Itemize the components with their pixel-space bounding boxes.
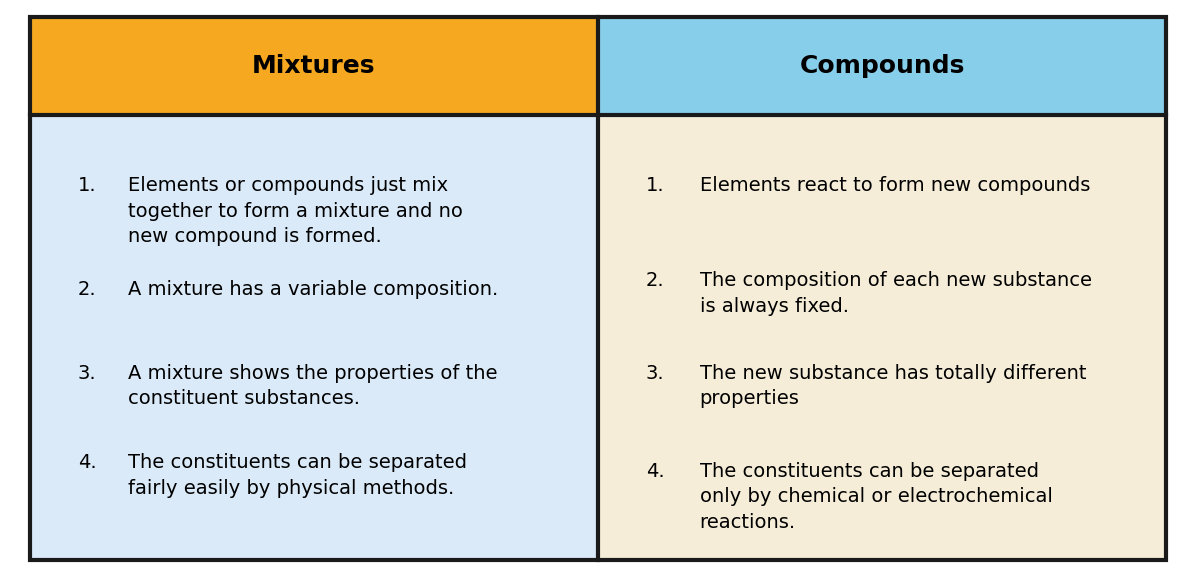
Bar [30, 115, 598, 560]
Text: 1.: 1. [78, 176, 97, 195]
Text: Elements react to form new compounds: Elements react to form new compounds [700, 176, 1090, 195]
Text: The composition of each new substance
is always fixed.: The composition of each new substance is… [700, 271, 1092, 316]
Text: 4.: 4. [78, 453, 97, 472]
Text: The constituents can be separated
only by chemical or electrochemical
reactions.: The constituents can be separated only b… [700, 462, 1052, 532]
Text: 2.: 2. [78, 280, 97, 299]
Text: Elements or compounds just mix
together to form a mixture and no
new compound is: Elements or compounds just mix together … [128, 176, 463, 246]
Text: A mixture has a variable composition.: A mixture has a variable composition. [128, 280, 499, 299]
Bar [598, 115, 1166, 560]
Text: The new substance has totally different
properties: The new substance has totally different … [700, 364, 1086, 409]
Text: 2.: 2. [646, 271, 665, 290]
Text: 3.: 3. [78, 364, 97, 383]
Text: 1.: 1. [646, 176, 665, 195]
Bar [30, 17, 598, 115]
Text: 3.: 3. [646, 364, 665, 383]
Bar [598, 17, 1166, 115]
Text: 4.: 4. [646, 462, 665, 481]
Text: The constituents can be separated
fairly easily by physical methods.: The constituents can be separated fairly… [128, 453, 466, 498]
Text: Compounds: Compounds [799, 54, 965, 78]
Text: Mixtures: Mixtures [252, 54, 376, 78]
Text: A mixture shows the properties of the
constituent substances.: A mixture shows the properties of the co… [128, 364, 498, 409]
